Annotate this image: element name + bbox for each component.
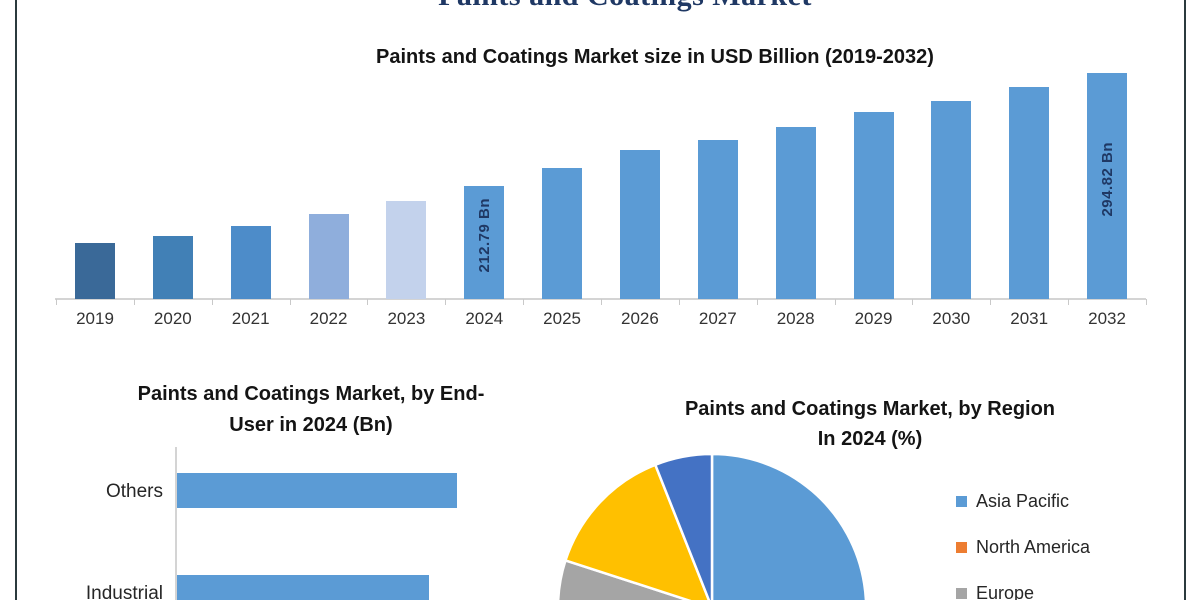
bar-2025 (542, 168, 583, 299)
x-tick-label-2024: 2024 (465, 309, 504, 328)
x-tick-label-2019: 2019 (76, 309, 114, 328)
legend-swatch-asia-pacific (956, 496, 967, 507)
region-pie-title-line2: In 2024 (%) (817, 428, 923, 450)
x-tick-label-2027: 2027 (698, 309, 737, 328)
legend-item-europe: Europe (956, 583, 1034, 600)
bar-value-text-2032: 294.82 Bn (1098, 141, 1116, 217)
x-tick-label-2030: 2030 (932, 309, 971, 328)
bar-2028 (775, 127, 816, 299)
x-axis-tick (1145, 299, 1147, 305)
x-tick-label-2029: 2029 (854, 309, 893, 328)
market-size-x-axis-line (55, 298, 1146, 300)
hbar-label-others: Others (105, 481, 163, 502)
legend-label-europe: Europe (976, 583, 1035, 600)
hbar-industrial (177, 575, 429, 600)
bar-2027 (697, 139, 738, 299)
hbar-others (177, 473, 457, 508)
legend-swatch-europe (956, 588, 967, 599)
pie-slice-asia-pacific (710, 452, 868, 600)
page-title: Paints and Coatings Market (25, 0, 1200, 11)
bar-2032 (1087, 72, 1128, 299)
pie-slice-unlabeled-FFC000 (563, 463, 711, 600)
legend-item-north-america: North America (956, 537, 1090, 558)
bar-2029 (853, 112, 894, 299)
frame-border-right (1184, 0, 1186, 600)
x-tick-label-2028: 2028 (776, 309, 815, 328)
bar-2021 (230, 225, 271, 299)
x-tick-label-2023: 2023 (387, 309, 426, 328)
x-tick-label-2021: 2021 (231, 309, 270, 328)
bar-2023 (386, 201, 427, 299)
bar-value-label-2024: 212.79 Bn (464, 186, 504, 285)
region-pie-title: Paints and Coatings Market, by Region In… (620, 394, 1120, 454)
legend-swatch-north-america (956, 542, 967, 553)
pie-slice-unlabeled-4472C4 (653, 452, 714, 600)
x-tick-label-2031: 2031 (1010, 309, 1049, 328)
x-tick-label-2022: 2022 (309, 309, 348, 328)
legend-label-north-america: North America (976, 537, 1091, 557)
legend-item-asia-pacific: Asia Pacific (956, 491, 1069, 512)
bar-2030 (931, 100, 972, 299)
end-user-chart-title: Paints and Coatings Market, by End- User… (101, 379, 521, 441)
bar-2020 (152, 236, 193, 299)
bar-2022 (308, 213, 349, 299)
bar-2031 (1009, 87, 1050, 299)
x-tick-label-2025: 2025 (543, 309, 581, 328)
x-tick-label-2032: 2032 (1088, 309, 1126, 328)
frame-border-left (15, 0, 17, 600)
region-pie-title-line1: Paints and Coatings Market, by Region (684, 398, 1056, 420)
end-user-y-axis-line (175, 447, 177, 600)
market-size-chart-title: Paints and Coatings Market size in USD B… (376, 46, 934, 68)
end-user-title-line2: User in 2024 (Bn) (229, 414, 393, 436)
x-tick-label-2020: 2020 (153, 309, 192, 328)
bar-2026 (619, 150, 660, 299)
bar-value-label-2032: 294.82 Bn (1087, 73, 1127, 285)
end-user-title-line1: Paints and Coatings Market, by End- (137, 383, 485, 405)
x-tick-label-2026: 2026 (621, 309, 659, 328)
bar-2019 (75, 243, 115, 299)
bar-value-text-2024: 212.79 Bn (475, 198, 493, 273)
legend-label-asia-pacific: Asia Pacific (976, 491, 1070, 511)
region-pie (556, 452, 868, 600)
bar-2024 (464, 186, 505, 299)
hbar-label-industrial: Industrial (85, 583, 163, 600)
